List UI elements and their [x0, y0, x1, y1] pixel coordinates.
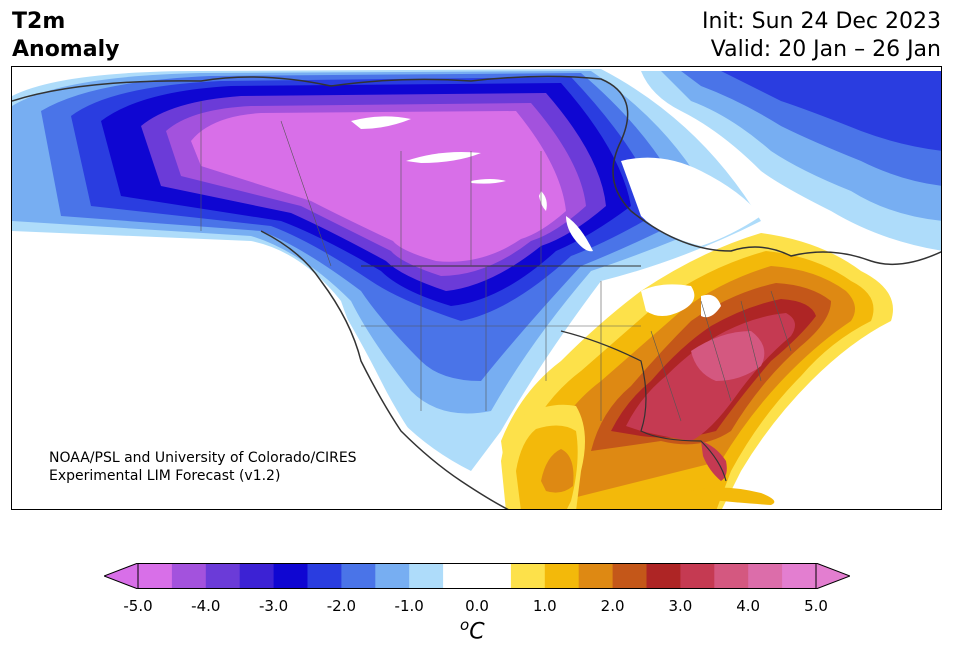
- colorbar-tick-label: 1.0: [532, 597, 557, 615]
- anomaly-region: [721, 71, 941, 151]
- anomaly-map-svg: [12, 67, 941, 509]
- colorbar-segment: [510, 563, 546, 589]
- colorbar-segment: [680, 563, 715, 589]
- map-title: T2m Anomaly: [12, 8, 119, 64]
- anomaly-region: [541, 449, 574, 493]
- anomaly-region: [701, 441, 727, 481]
- colorbar-outline: [137, 563, 817, 589]
- colorbar-tick-label: 5.0: [804, 597, 828, 615]
- colorbar-segment: [477, 563, 512, 589]
- colorbar-tick-label: 0.0: [465, 597, 489, 615]
- colorbar-segment: [409, 563, 444, 589]
- anomaly-region: [691, 331, 765, 381]
- init-date: Init: Sun 24 Dec 2023: [702, 9, 941, 34]
- colorbar-segment: [714, 563, 749, 589]
- valid-date: Valid: 20 Jan – 26 Jan: [710, 37, 941, 62]
- colorbar-tick-label: -5.0: [123, 597, 153, 615]
- colorbar-tick-label: -2.0: [326, 597, 357, 615]
- forecast-map: [11, 66, 942, 510]
- colorbar-tick-label: -3.0: [258, 597, 289, 615]
- colorbar-segment: [748, 563, 783, 589]
- colorbar-segment: [171, 563, 207, 589]
- credit-line-2: Experimental LIM Forecast (v1.2): [49, 468, 281, 484]
- colorbar-segment: [782, 563, 817, 589]
- colorbar-segment: [646, 563, 681, 589]
- colorbar-tick-label: 2.0: [600, 597, 625, 615]
- colorbar-extend-low: [104, 563, 139, 589]
- variable-label: T2m: [12, 9, 66, 34]
- colorbar-tick-label: 4.0: [736, 597, 761, 615]
- colorbar-segment: [612, 563, 647, 589]
- colorbar-segment: [443, 563, 478, 589]
- colorbar-segment: [205, 563, 241, 589]
- colorbar: [104, 563, 850, 589]
- date-info: Init: Sun 24 Dec 2023 Valid: 20 Jan – 26…: [702, 8, 941, 64]
- colorbar-segment: [138, 563, 173, 589]
- colorbar-tick-label: 3.0: [668, 597, 693, 615]
- colorbar-tick-label: -1.0: [394, 597, 424, 615]
- colorbar-segment: [341, 563, 376, 589]
- colorbar-segment: [307, 563, 342, 589]
- unit-label: oC: [460, 616, 485, 645]
- colorbar-segment: [544, 563, 580, 589]
- colorbar-segment: [375, 563, 410, 589]
- colorbar-segment: [578, 563, 614, 589]
- colorbar-extend-high: [815, 563, 850, 589]
- colorbar-segment: [273, 563, 308, 589]
- colorbar-segment: [239, 563, 275, 589]
- credit-line-1: NOAA/PSL and University of Colorado/CIRE…: [49, 450, 357, 466]
- anomaly-region: [691, 487, 775, 505]
- credit-text: NOAA/PSL and University of Colorado/CIRE…: [49, 449, 357, 485]
- colorbar-tick-label: -4.0: [191, 597, 221, 615]
- anomaly-label: Anomaly: [12, 37, 120, 62]
- anomaly-region: [191, 111, 566, 262]
